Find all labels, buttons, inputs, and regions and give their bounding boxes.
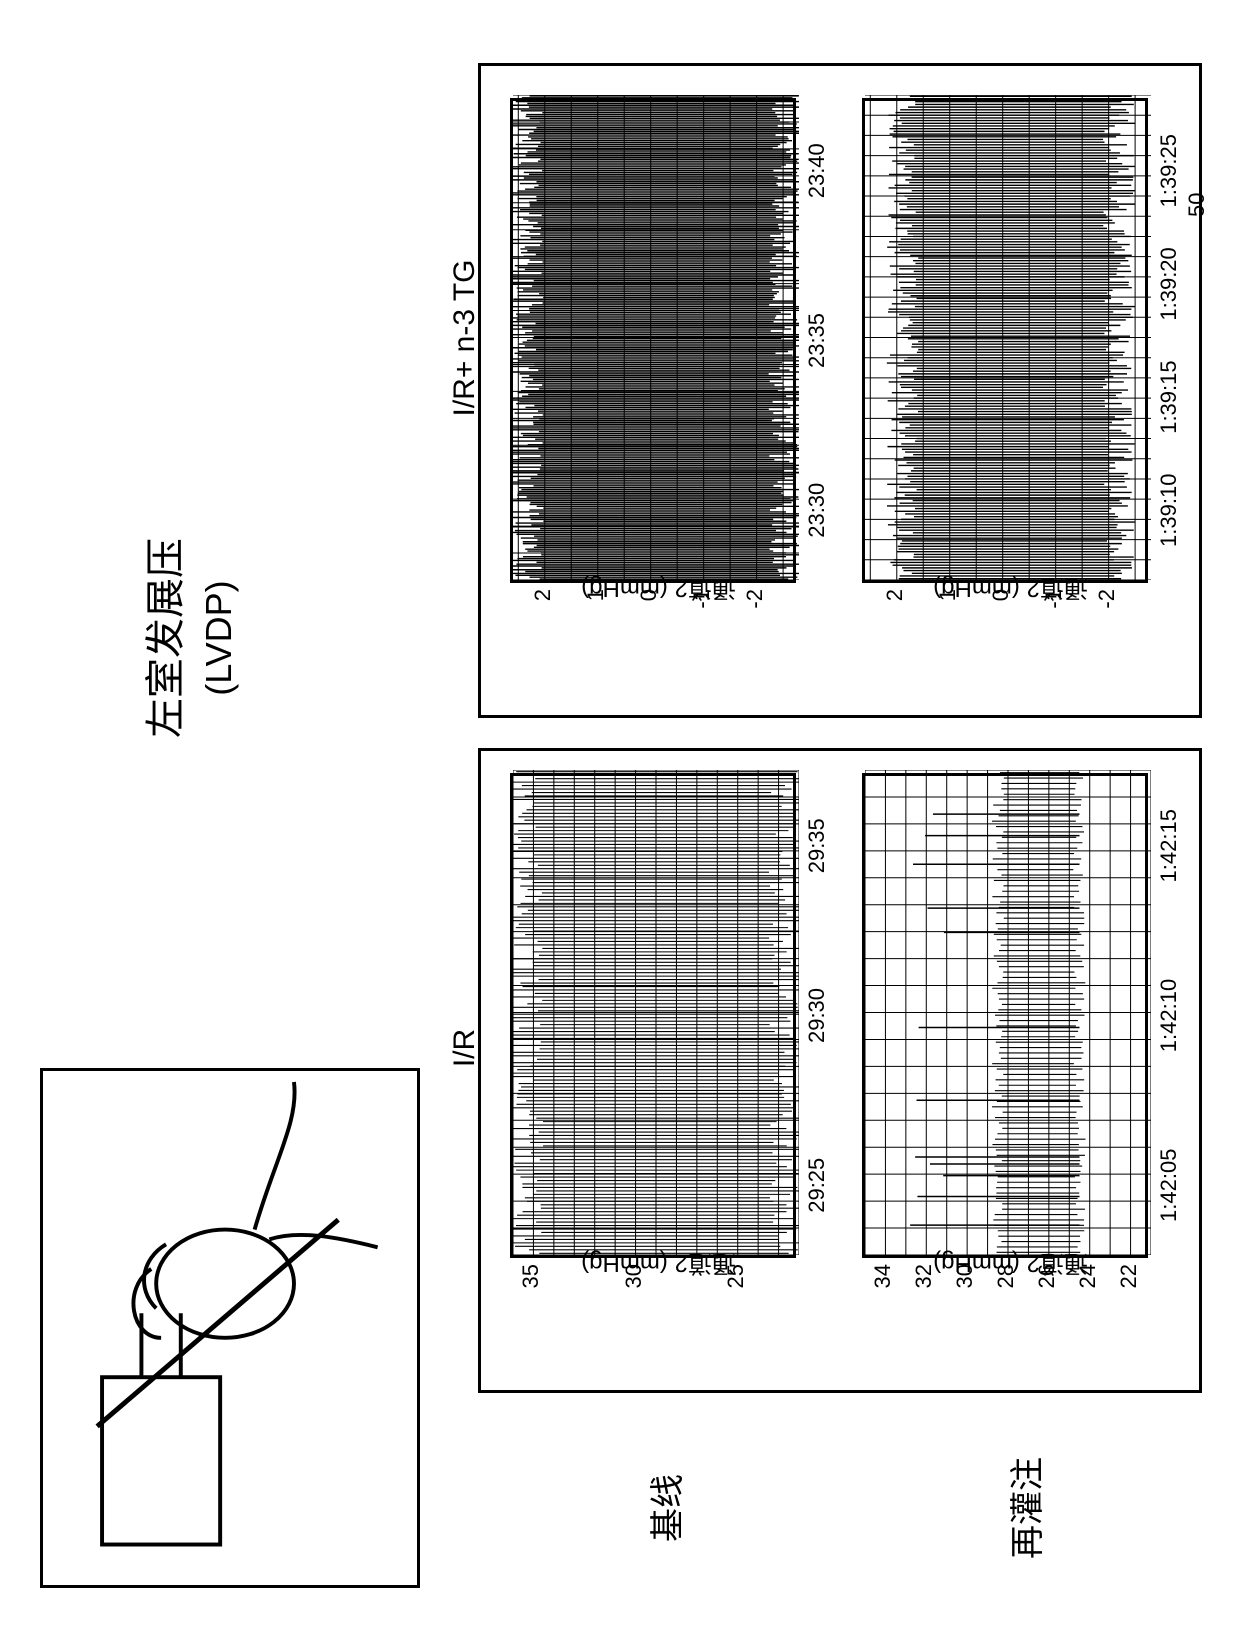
- ytick: -2: [1094, 589, 1120, 633]
- ytick: -2: [742, 589, 768, 633]
- title-line1: 左室发展压: [144, 538, 188, 738]
- title-line2: (LVDP): [198, 580, 239, 695]
- ytick: 28: [993, 1264, 1019, 1308]
- xtick: 1:39:10: [1156, 455, 1182, 565]
- ytick: 34: [870, 1264, 896, 1308]
- xtick: 23:30: [804, 455, 830, 565]
- row-label-reperfusion: 再灌注: [1000, 1438, 1049, 1578]
- xtick: 1:39:20: [1156, 229, 1182, 339]
- ytick: 2: [882, 589, 908, 633]
- ytick: 32: [911, 1264, 937, 1308]
- ytick: 22: [1116, 1264, 1142, 1308]
- ytick: 35: [518, 1264, 544, 1308]
- panel-ir_baseline: [510, 773, 796, 1258]
- xtick: 29:30: [804, 961, 830, 1071]
- column-header-ir: I/R: [448, 1008, 482, 1088]
- column-header-n3: I/R+ n-3 TG: [448, 208, 482, 468]
- ytick: 0: [636, 589, 662, 633]
- ytick: -1: [1041, 589, 1067, 633]
- xtick: 1:42:05: [1156, 1130, 1182, 1240]
- ytick: 24: [1075, 1264, 1101, 1308]
- ytick: -1: [689, 589, 715, 633]
- panel-n3_baseline: [510, 98, 796, 583]
- ytick: 26: [1034, 1264, 1060, 1308]
- xtick: 23:35: [804, 286, 830, 396]
- ytick: 25: [723, 1264, 749, 1308]
- xtick: 1:39:15: [1156, 342, 1182, 452]
- ytick: 2: [530, 589, 556, 633]
- xtick: 1:39:25: [1156, 116, 1182, 226]
- ytick: 0: [988, 589, 1014, 633]
- ytick: 30: [621, 1264, 647, 1308]
- figure-title: 左室发展压(LVDP): [140, 458, 244, 818]
- apparatus-diagram: [40, 1068, 420, 1588]
- xtick: 23:40: [804, 116, 830, 226]
- panel-n3_reperfusion: [862, 98, 1148, 583]
- ytick: 1: [935, 589, 961, 633]
- ytick: 30: [952, 1264, 978, 1308]
- xtick: 1:42:15: [1156, 791, 1182, 901]
- panel-ir_reperfusion: [862, 773, 1148, 1258]
- xtick: 29:35: [804, 791, 830, 901]
- row-label-baseline: 基线: [640, 1438, 689, 1578]
- xtick-extra: 50: [1184, 185, 1210, 225]
- xtick: 29:25: [804, 1130, 830, 1240]
- ytick: 1: [583, 589, 609, 633]
- xtick: 1:42:10: [1156, 961, 1182, 1071]
